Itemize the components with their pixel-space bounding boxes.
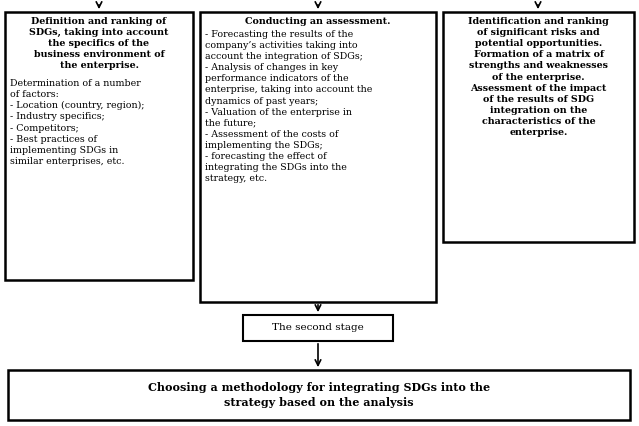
Text: Identification and ranking
of significant risks and
potential opportunities.
For: Identification and ranking of significan… [468,17,609,137]
Bar [8,370,630,420]
Text: Conducting an assessment.: Conducting an assessment. [245,17,391,26]
Text: The second stage: The second stage [272,323,364,333]
Bar [443,12,634,242]
Text: Choosing a methodology for integrating SDGs into the
strategy based on the analy: Choosing a methodology for integrating S… [148,382,490,408]
Bar [243,315,393,341]
Bar [200,12,436,302]
Text: Definition and ranking of
SDGs, taking into account
the specifics of the
busines: Definition and ranking of SDGs, taking i… [29,17,169,70]
Bar [5,12,193,280]
Text: Determination of a number
of factors:
- Location (country, region);
- Industry s: Determination of a number of factors: - … [10,79,144,166]
Text: - Forecasting the results of the
company’s activities taking into
account the in: - Forecasting the results of the company… [205,30,373,183]
